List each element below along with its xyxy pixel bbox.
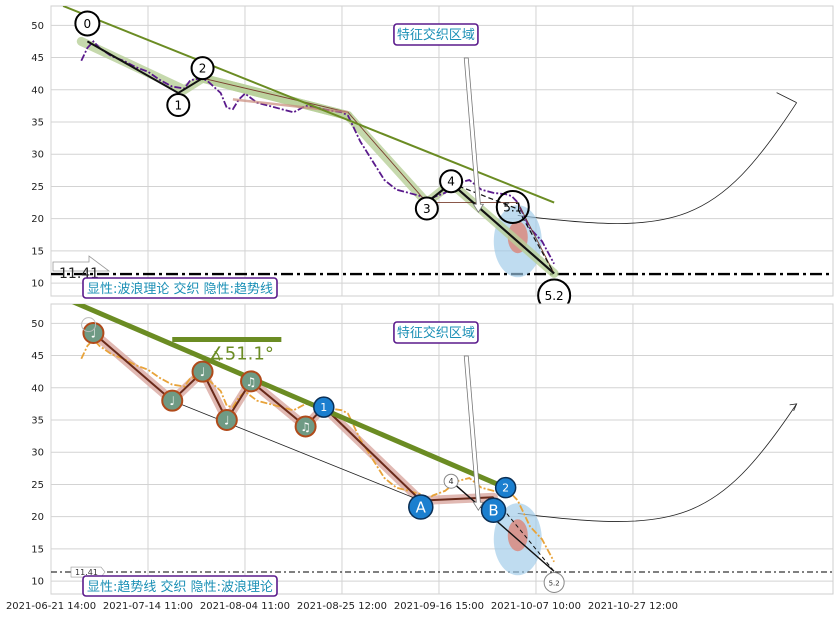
y-tick-label: 35 — [31, 416, 44, 427]
annotation-box — [393, 23, 479, 46]
trendline — [71, 304, 507, 490]
caption-text: 显性:波浪理论 交织 隐性:趋势线 — [87, 281, 273, 297]
projection-curve — [517, 403, 797, 522]
y-tick-label: 15 — [31, 544, 44, 555]
wave-point-label: 0 — [84, 17, 92, 31]
music-note-icon: ♫ — [300, 420, 311, 434]
end-marker-label: 5.2 — [549, 579, 560, 587]
y-tick-label: 40 — [31, 383, 44, 394]
y-tick-label: 45 — [31, 351, 44, 362]
mid-marker — [443, 473, 459, 489]
wave-line-dashed — [450, 182, 555, 274]
end-marker — [543, 571, 565, 593]
wave-point-label: 4 — [447, 175, 455, 189]
wave-point-marker — [166, 93, 191, 117]
projection-arrowhead — [789, 403, 798, 412]
music-note-icon: ♩ — [224, 414, 230, 428]
wave-point-label: 5.1 — [503, 201, 522, 215]
wave-point-marker — [408, 494, 434, 520]
y-tick-label: 20 — [31, 214, 44, 225]
y-tick-label: 45 — [31, 53, 44, 64]
wave-point-marker — [313, 396, 335, 418]
annotation-box — [393, 321, 479, 344]
y-tick-label: 30 — [31, 448, 44, 459]
wave-point-label: 1 — [320, 401, 327, 414]
wave-point-marker — [439, 169, 464, 194]
caption-box — [82, 277, 278, 299]
annotation-text: 特征交织区域 — [397, 325, 475, 341]
plot-frame — [50, 303, 834, 595]
wave-point-label: 2 — [502, 482, 509, 495]
y-tick-label: 15 — [31, 246, 44, 257]
wave-point-marker — [495, 190, 530, 224]
support-label: 11.41 — [75, 568, 98, 577]
music-note-icon: ♩ — [200, 365, 206, 379]
wave-point-label: 5.2 — [545, 289, 564, 303]
music-note-icon: ♫ — [246, 375, 257, 389]
x-tick-label: 2021-10-27 12:00 — [588, 601, 678, 612]
y-tick-label: 25 — [31, 182, 44, 193]
note-marker — [161, 389, 184, 412]
plot-frame — [50, 5, 834, 297]
wave-point-marker — [480, 497, 507, 523]
projection-curve — [517, 102, 797, 224]
y-tick-label: 10 — [31, 577, 44, 588]
y-tick-label: 20 — [31, 512, 44, 523]
wave-point-label: A — [416, 499, 427, 517]
note-marker — [240, 370, 263, 393]
y-tick-label: 50 — [31, 319, 44, 330]
x-tick-label: 2021-07-14 11:00 — [103, 601, 193, 612]
caption-box — [82, 575, 278, 597]
y-tick-label: 40 — [31, 85, 44, 96]
y-tick-label: 10 — [31, 279, 44, 290]
wave-line-thin — [232, 98, 349, 114]
trendline — [62, 6, 555, 204]
y-tick-label: 30 — [31, 150, 44, 161]
annotation-arrow — [463, 355, 485, 511]
price-series — [80, 40, 555, 265]
wave-point-marker — [494, 476, 517, 499]
price-series — [80, 338, 555, 563]
x-tick-label: 2021-10-07 10:00 — [491, 601, 581, 612]
ghost-marker — [81, 317, 97, 333]
mid-marker-label: 4 — [449, 477, 454, 486]
y-tick-label: 35 — [31, 118, 44, 129]
music-note-icon: ♩ — [169, 394, 175, 408]
note-marker — [82, 322, 105, 344]
wave-line-thin — [426, 202, 555, 274]
x-tick-label: 2021-06-21 14:00 — [6, 601, 96, 612]
caption-text: 显性:趋势线 交织 隐性:波浪理论 — [87, 579, 273, 595]
wave-point-marker — [414, 196, 439, 221]
x-tick-label: 2021-08-04 11:00 — [200, 601, 290, 612]
note-marker — [294, 415, 317, 438]
support-label-tag — [52, 255, 111, 272]
wave-line — [450, 480, 555, 572]
wave-point-marker — [190, 56, 215, 81]
y-tick-label: 50 — [31, 21, 44, 32]
x-tick-label: 2021-09-16 15:00 — [394, 601, 484, 612]
annotation-text: 特征交织区域 — [397, 27, 475, 43]
note-marker — [191, 360, 214, 383]
wave-point-marker — [74, 10, 101, 37]
annotation-arrow — [463, 57, 485, 213]
note-marker — [215, 409, 238, 431]
wave-point-label: 1 — [174, 99, 182, 113]
wave-line-thin — [172, 400, 421, 501]
angle-label: ∡51.1° — [209, 344, 274, 365]
x-tick-label: 2021-08-25 12:00 — [297, 601, 387, 612]
wave-line — [86, 40, 204, 95]
wave-point-label: 2 — [199, 62, 207, 76]
support-label-tag — [70, 566, 106, 578]
panel-bottom: 10 15 20 25 30 35 40 45 50 特征交织区域 ♩ ♩ ♩ ♩ ♫ ♫ 1 A 2B 4 5.2 ∡5… — [31, 303, 834, 597]
projection-arrowhead — [776, 92, 797, 104]
y-tick-label: 25 — [31, 480, 44, 491]
panel-top: 101520253035404550特征交织区域012345.15.211.41… — [31, 5, 834, 313]
wave-point-label: 3 — [423, 202, 431, 216]
wave-point-label: B — [488, 502, 498, 520]
music-note-icon: ♩ — [91, 327, 97, 341]
